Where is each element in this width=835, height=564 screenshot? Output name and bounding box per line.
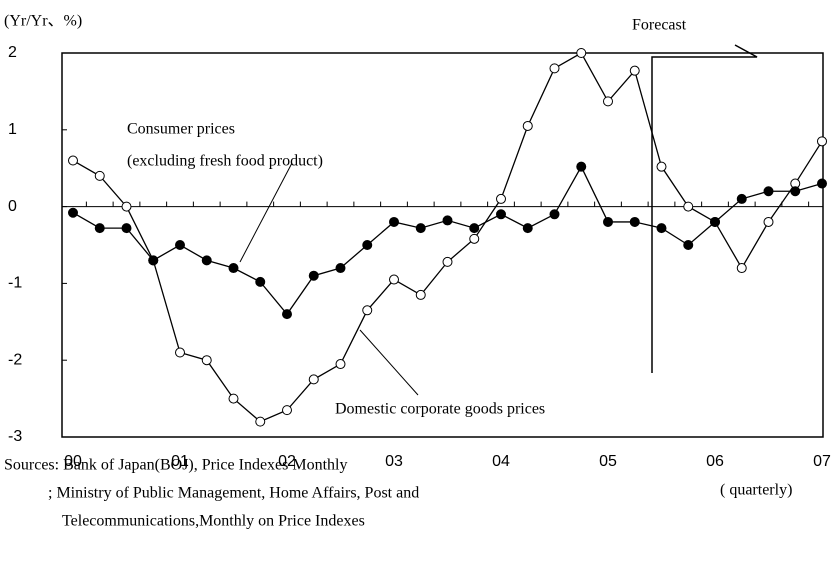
data-point xyxy=(68,155,78,166)
data-point xyxy=(710,216,720,227)
data-point xyxy=(121,201,132,212)
series-line xyxy=(72,52,823,423)
data-point xyxy=(308,270,319,281)
y-tick-label: -3 xyxy=(8,428,22,445)
data-point xyxy=(522,223,533,234)
data-point xyxy=(496,209,506,220)
data-point xyxy=(763,186,774,197)
data-point xyxy=(549,63,560,74)
x-tick-label: 00 xyxy=(64,453,82,470)
data-point xyxy=(576,161,587,172)
data-point xyxy=(603,96,613,107)
y-axis-label: (Yr/Yr、%) xyxy=(4,13,82,30)
y-tick-label: 2 xyxy=(8,44,17,61)
data-point xyxy=(308,374,319,385)
data-point xyxy=(228,263,239,274)
source-line: Sources: Bank of Japan(BOJ), Price Index… xyxy=(4,457,348,474)
source-line: Telecommunications,Monthly on Price Inde… xyxy=(62,513,365,530)
data-point xyxy=(790,186,801,197)
x-tick-label: 07 xyxy=(813,453,831,470)
y-tick-label: 0 xyxy=(8,198,17,215)
data-point xyxy=(763,216,774,227)
data-point xyxy=(201,355,212,366)
data-point xyxy=(656,161,667,172)
forecast-marker xyxy=(651,44,758,373)
x-tick-label: 02 xyxy=(278,453,296,470)
data-point xyxy=(389,216,399,227)
x-tick-label: 04 xyxy=(492,453,510,470)
data-point xyxy=(201,255,212,266)
data-point xyxy=(522,120,533,131)
data-point xyxy=(736,263,747,274)
data-point xyxy=(496,193,506,204)
data-point xyxy=(817,136,827,147)
data-point xyxy=(629,65,640,76)
data-point xyxy=(736,193,747,204)
plot-frame xyxy=(61,52,824,438)
data-point xyxy=(228,393,239,404)
y-tick-label: 1 xyxy=(8,121,17,138)
data-point xyxy=(683,201,694,212)
data-point xyxy=(148,255,159,266)
data-point xyxy=(362,305,373,316)
x-unit: ( quarterly) xyxy=(720,482,792,499)
y-tick-label: -1 xyxy=(8,275,22,292)
forecast-label: Forecast xyxy=(632,17,687,34)
data-point xyxy=(94,223,105,234)
data-point xyxy=(255,276,266,287)
x-tick-label: 01 xyxy=(171,453,189,470)
data-point xyxy=(469,223,480,234)
series-line xyxy=(72,165,823,316)
data-point xyxy=(68,207,78,218)
x-tick-label: 05 xyxy=(599,453,617,470)
data-point xyxy=(683,240,694,250)
series-annotation: Domestic corporate goods prices xyxy=(335,401,545,418)
leader-line xyxy=(239,162,293,263)
data-point xyxy=(282,309,292,320)
x-tick-label: 03 xyxy=(385,453,403,470)
leader-line xyxy=(359,329,419,396)
data-point xyxy=(94,170,105,181)
x-tick-label: 06 xyxy=(706,453,724,470)
data-point xyxy=(576,48,587,58)
data-point xyxy=(175,347,185,358)
data-point xyxy=(389,274,399,285)
data-point xyxy=(415,223,426,234)
data-point xyxy=(415,289,426,300)
data-point xyxy=(121,223,132,234)
source-line: ; Ministry of Public Management, Home Af… xyxy=(48,485,419,502)
series-annotation: Consumer prices xyxy=(127,121,235,138)
data-point xyxy=(603,216,613,227)
data-point xyxy=(335,359,346,370)
data-point xyxy=(442,215,453,226)
series-annotation: (excluding fresh food product) xyxy=(127,153,323,170)
data-point xyxy=(175,240,185,250)
y-tick-label: -2 xyxy=(8,351,22,368)
data-point xyxy=(656,223,667,234)
data-point xyxy=(255,416,266,427)
data-point xyxy=(362,240,373,250)
data-point xyxy=(549,209,560,220)
data-point xyxy=(469,233,480,244)
data-point xyxy=(629,216,640,227)
data-point xyxy=(282,405,292,416)
data-point xyxy=(817,178,827,189)
data-point xyxy=(442,256,453,267)
data-point xyxy=(335,263,346,274)
